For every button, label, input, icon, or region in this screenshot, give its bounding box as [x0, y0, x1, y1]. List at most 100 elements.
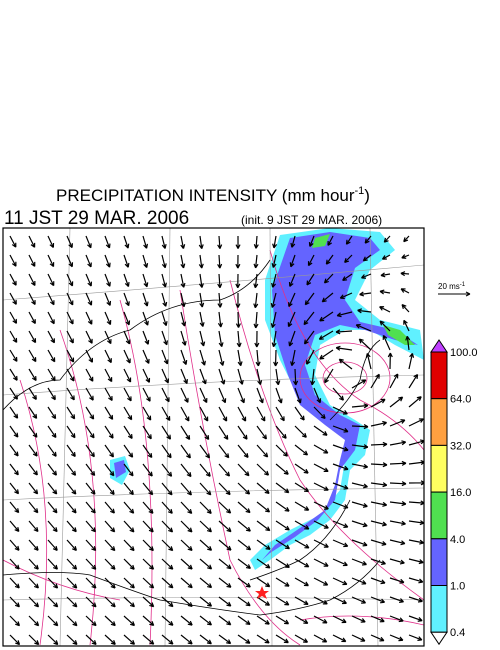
wind-arrow [66, 444, 76, 458]
wind-arrow [256, 406, 266, 422]
wind-arrow [199, 311, 205, 327]
wind-arrow [123, 520, 135, 533]
wind-arrow [85, 501, 96, 514]
wind-arrow [271, 254, 277, 268]
wind-arrow [359, 291, 372, 297]
wind-arrow [9, 235, 17, 248]
wind-arrow [47, 539, 58, 551]
wind-arrow [332, 539, 349, 548]
wind-arrow [389, 396, 404, 408]
wind-arrow [142, 387, 151, 402]
wind-arrow [104, 292, 112, 306]
wind-arrow [379, 306, 391, 313]
wind-arrow [294, 387, 302, 404]
wind-arrow [66, 539, 77, 552]
wind-arrow [313, 634, 328, 643]
wind-arrow [9, 368, 18, 381]
wind-arrow [104, 368, 113, 383]
wind-arrow [104, 406, 114, 420]
wind-arrow [161, 615, 174, 626]
wind-arrow [9, 330, 18, 343]
wind-arrow [9, 444, 19, 457]
wind-arrow [307, 254, 315, 267]
wind-arrow [9, 273, 17, 286]
wind-arrow [142, 368, 151, 383]
wind-arrow [370, 596, 386, 604]
wind-arrow [308, 235, 315, 247]
wind-arrow [198, 254, 204, 269]
wind-arrow [199, 349, 206, 366]
wind-arrow [142, 634, 155, 645]
wind-arrow [85, 330, 93, 344]
wind-arrow [401, 254, 410, 259]
wind-arrow [389, 596, 404, 603]
title-main: PRECIPITATION INTENSITY (mm hour [56, 186, 355, 205]
wind-arrow [104, 349, 112, 364]
wind-arrow [28, 539, 39, 551]
wind-arrow [408, 634, 423, 641]
wind-arrow [180, 311, 187, 327]
wind-arrow [370, 615, 385, 623]
wind-arrow [66, 425, 76, 439]
wind-arrow [381, 254, 391, 260]
wind-arrow [275, 596, 290, 606]
wind-arrow [123, 577, 135, 589]
wind-arrow [351, 463, 369, 469]
wind-arrow [290, 349, 296, 367]
wind-arrow [332, 482, 349, 490]
wind-arrow [313, 596, 328, 605]
wind-arrow [387, 352, 393, 370]
wind-arrow [28, 577, 39, 589]
wind-arrow [104, 254, 111, 268]
wind-arrow [85, 349, 93, 363]
wind-arrow [161, 444, 172, 459]
wind-arrow [123, 501, 135, 514]
wind-arrow [389, 419, 406, 427]
wind-arrow [104, 615, 116, 627]
wind-arrow [199, 292, 205, 308]
wind-arrow [66, 368, 75, 382]
wind-arrow [389, 558, 405, 565]
init-time: (init. 9 JST 29 MAR. 2006) [241, 213, 382, 227]
wind-arrow [123, 482, 134, 496]
wind-arrow [256, 596, 271, 606]
colorbar-label: 64.0 [450, 394, 471, 406]
wind-arrow [332, 406, 348, 415]
wind-arrow [9, 406, 19, 419]
wind-arrow [254, 330, 260, 348]
wind-arrow [332, 615, 347, 624]
wind-arrow [47, 520, 58, 533]
wind-arrow [66, 596, 78, 608]
wind-arrow [271, 273, 277, 288]
wind-arrow [351, 596, 367, 604]
wind-arrow [365, 353, 372, 370]
wind-arrow [370, 462, 388, 468]
wind-arrow [66, 520, 77, 533]
wind-arrow [180, 273, 186, 288]
wind-arrow [85, 387, 94, 401]
wind-arrow [304, 292, 315, 306]
wind-arrow [66, 577, 78, 589]
wind-arrow [313, 387, 322, 404]
wind-arrow [218, 615, 232, 626]
wind-arrow [123, 368, 132, 383]
wind-arrow [123, 558, 135, 570]
wind-arrow [9, 501, 20, 514]
wind-arrow [180, 501, 193, 514]
wind-arrow [104, 311, 112, 326]
wind-arrow [275, 558, 290, 569]
wind-arrow [272, 235, 278, 249]
wind-arrow [389, 481, 407, 487]
wind-arrow [199, 482, 212, 496]
wind-arrow [294, 596, 309, 606]
wind-arrow [370, 634, 385, 642]
wind-arrow [47, 596, 59, 608]
wind-arrow [288, 273, 296, 287]
wind-arrow [332, 501, 349, 509]
wind-arrow [389, 501, 407, 507]
wind-arrow [318, 330, 334, 340]
wind-arrow [199, 330, 206, 347]
wind-arrow [104, 634, 116, 645]
wind-arrow [237, 349, 243, 367]
wind-arrow [85, 577, 97, 589]
